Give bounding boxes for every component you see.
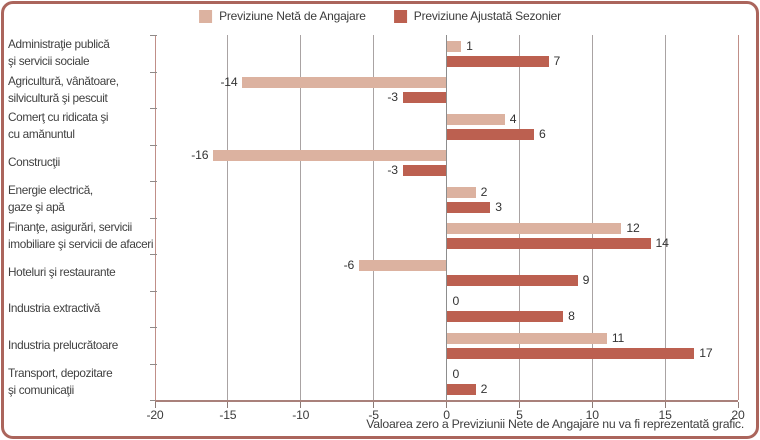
legend-swatch-icon	[393, 9, 407, 23]
legend-swatch-icon	[199, 9, 213, 23]
bar-net	[213, 150, 447, 161]
y-axis-tick	[150, 108, 157, 109]
bar-adjusted	[446, 274, 578, 286]
y-axis-tick	[150, 254, 157, 255]
footnote: Valoarea zero a Previziunii Nete de Anga…	[366, 417, 744, 431]
gridline	[591, 35, 593, 400]
x-axis-line	[155, 400, 738, 402]
x-axis-tick-label: -20	[146, 408, 164, 422]
bar-net	[359, 259, 447, 271]
legend-item-net: Previziune Netă de Angajare	[199, 9, 366, 23]
value-label: 12	[626, 221, 640, 235]
gridline	[737, 35, 739, 400]
x-axis-tick	[591, 402, 593, 408]
bar-adjusted	[446, 384, 476, 395]
value-label: 0	[452, 294, 460, 308]
category-label: Agricultură, vânătoare, silvicultură şi …	[8, 73, 119, 105]
value-label: -14	[220, 75, 238, 89]
x-axis-tick-label: 20	[731, 408, 745, 422]
legend: Previziune Netă de Angajare Previziune Aj…	[199, 9, 561, 23]
gridline	[227, 35, 229, 400]
y-axis-tick	[150, 400, 157, 401]
x-axis-tick	[446, 402, 447, 408]
y-axis-tick	[150, 363, 157, 365]
value-label: 3	[495, 199, 502, 214]
x-axis-tick	[664, 402, 666, 408]
value-label: 2	[480, 382, 488, 396]
value-label: 17	[699, 345, 713, 360]
gridline	[664, 35, 666, 400]
x-axis-tick-label: 0	[443, 408, 450, 422]
category-label: Industria prelucrătoare	[8, 337, 118, 352]
category-label: Energie electrică, gaze şi apă	[8, 183, 93, 215]
category-label: Finanţe, asigurări, servicii imobiliare …	[8, 219, 154, 251]
x-axis-tick-label: -5	[368, 408, 379, 422]
x-axis-tick-label: 5	[516, 408, 523, 422]
y-axis-tick	[150, 181, 157, 182]
x-axis-tick	[373, 402, 375, 408]
category-label: Transport, depozitare şi comunicaţii	[8, 365, 113, 397]
value-label: -16	[191, 148, 209, 162]
legend-label: Previziune Netă de Angajare	[219, 9, 366, 23]
value-label: 14	[655, 236, 669, 250]
value-label: -3	[387, 163, 398, 177]
bar-net	[446, 40, 462, 52]
y-axis-tick	[150, 35, 157, 36]
gridline	[300, 35, 302, 400]
gridline	[446, 35, 447, 400]
gridline	[518, 35, 520, 400]
value-label: 11	[611, 330, 625, 345]
y-axis-tick	[150, 71, 157, 73]
value-label: -3	[387, 90, 398, 104]
value-label: 2	[480, 184, 488, 199]
x-axis-tick-label: 10	[585, 408, 599, 422]
y-axis-tick	[150, 217, 157, 219]
x-axis-tick	[154, 402, 156, 408]
x-axis-tick	[227, 402, 229, 408]
value-label: -6	[343, 257, 355, 272]
bar-net	[446, 113, 505, 125]
legend-label: Previziune Ajustată Sezonier	[413, 9, 561, 23]
category-label: Hoteluri şi restaurante	[8, 264, 116, 279]
x-axis-tick-label: -10	[292, 408, 310, 422]
y-axis-tick	[150, 327, 157, 328]
bar-adjusted	[446, 201, 491, 213]
value-label: 8	[568, 309, 575, 323]
bar-adjusted	[402, 92, 447, 103]
bar-adjusted	[446, 311, 564, 322]
bar-net	[446, 223, 622, 234]
bar-adjusted	[446, 55, 549, 67]
bar-adjusted	[446, 347, 695, 359]
category-label: Administraţie publică şi servicii social…	[8, 37, 110, 69]
value-label: 6	[538, 126, 546, 141]
category-label: Industria extractivă	[8, 301, 101, 316]
x-axis-tick	[300, 402, 302, 408]
y-axis-tick	[150, 144, 157, 146]
value-label: 9	[582, 272, 590, 287]
category-label: Comerţ cu ridicata şi cu amănuntul	[8, 110, 109, 142]
bar-net	[446, 332, 607, 344]
x-axis-tick-label: 15	[658, 408, 672, 422]
legend-item-adjusted: Previziune Ajustată Sezonier	[393, 9, 561, 23]
bar-adjusted	[446, 238, 651, 249]
bar-net	[242, 77, 447, 88]
y-axis-tick	[150, 290, 157, 292]
value-label: 0	[452, 367, 460, 381]
gridline	[373, 35, 375, 400]
x-axis-tick-label: -15	[219, 408, 237, 422]
bar-adjusted	[402, 165, 447, 176]
bar-net	[446, 186, 476, 198]
value-label: 1	[466, 38, 473, 53]
value-label: 7	[553, 53, 561, 68]
x-axis-tick	[518, 402, 520, 408]
x-axis-tick	[737, 402, 739, 408]
value-label: 4	[509, 111, 517, 126]
bar-adjusted	[446, 128, 534, 140]
category-label: Construcţii	[8, 155, 60, 170]
